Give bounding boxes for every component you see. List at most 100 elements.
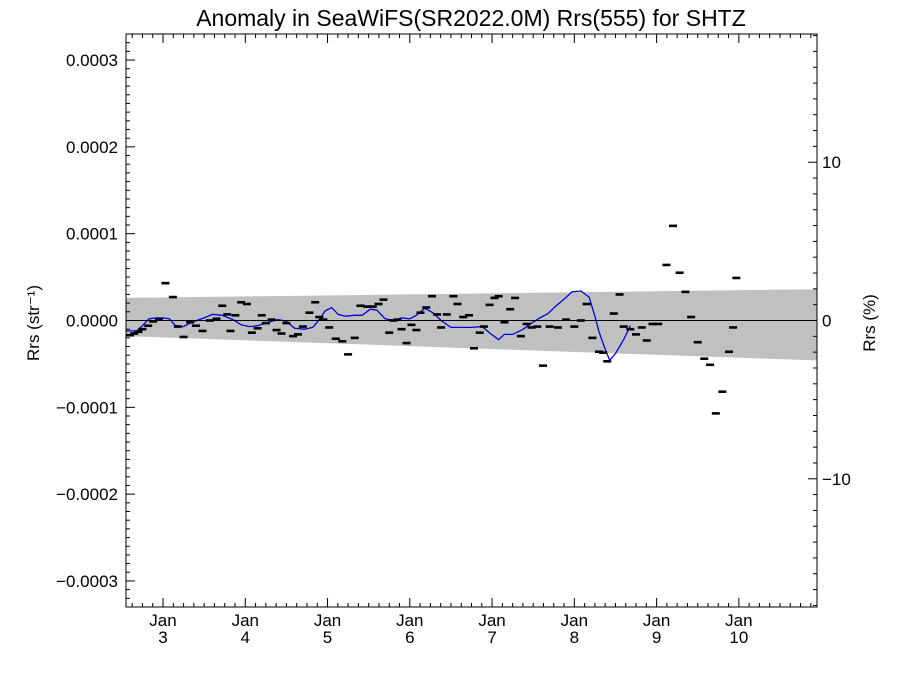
x-tick-label-month: Jan: [561, 611, 588, 630]
y-tick-label: −0.0002: [56, 485, 118, 504]
plot-area: [125, 33, 818, 608]
anomaly-point: [459, 315, 468, 319]
y2-tick-label: −10: [822, 470, 851, 489]
anomaly-point: [338, 340, 347, 343]
x-tick-label-month: Jan: [314, 611, 341, 630]
x-tick-label-day: 6: [405, 628, 414, 647]
anomaly-point: [729, 326, 738, 329]
x-tick-label-month: Jan: [232, 611, 259, 630]
chart-title: Anomaly in SeaWiFS(SR2022.0M) Rrs(555) f…: [196, 5, 746, 31]
anomaly-point: [632, 333, 641, 336]
x-tick-label-day: 8: [570, 628, 579, 647]
anomaly-point: [350, 336, 359, 340]
x-tick-label-day: 5: [323, 628, 332, 647]
y2-tick-label: 10: [822, 153, 841, 172]
anomaly-point: [522, 322, 531, 326]
anomaly-point: [485, 303, 494, 307]
x-tick-label-month: Jan: [149, 611, 176, 630]
anomaly-point: [479, 325, 488, 328]
anomaly-point: [442, 313, 451, 316]
y-tick-label: 0.0001: [66, 225, 118, 244]
anomaly-point: [527, 326, 536, 329]
anomaly-point: [675, 271, 684, 275]
anomaly-point: [205, 319, 214, 322]
y-tick-label: −0.0001: [56, 398, 118, 417]
anomaly-point: [449, 294, 458, 298]
anomaly-point: [615, 293, 624, 296]
anomaly-point: [609, 312, 618, 315]
anomaly-point: [272, 328, 281, 332]
anomaly-point: [385, 331, 394, 334]
anomaly-point: [718, 390, 727, 393]
anomaly-point: [706, 363, 715, 367]
y-tick-label: 0.0003: [66, 51, 118, 70]
anomaly-point: [402, 341, 411, 345]
y-axis-label-left: Rrs (str⁻¹): [24, 285, 43, 361]
anomaly-point: [134, 330, 143, 334]
anomaly-point: [654, 322, 663, 326]
anomaly-point: [231, 313, 240, 317]
anomaly-point: [226, 329, 235, 333]
x-tick-label-day: 9: [652, 628, 661, 647]
anomaly-point: [428, 294, 437, 298]
anomaly-point: [257, 313, 266, 317]
anomaly-point: [191, 324, 200, 328]
anomaly-point: [588, 336, 597, 340]
anomaly-point: [500, 320, 509, 324]
uncertainty-band: [126, 289, 817, 361]
anomaly-point: [344, 353, 353, 356]
anomaly-point: [576, 319, 585, 322]
x-tick-label-month: Jan: [643, 611, 670, 630]
anomaly-point: [397, 327, 406, 331]
anomaly-point: [599, 351, 608, 354]
smoothed-anomaly-series: [126, 290, 631, 362]
anomaly-point: [562, 318, 571, 321]
anomaly-point: [432, 313, 441, 316]
anomaly-point: [648, 322, 657, 326]
anomaly-point: [626, 327, 635, 331]
anomaly-point: [437, 326, 446, 329]
anomaly-point: [700, 357, 709, 360]
anomaly-point: [416, 311, 425, 314]
anomaly-point: [161, 281, 170, 285]
anomaly-point: [407, 323, 416, 327]
anomaly-point: [267, 318, 276, 321]
y-tick-label: 0.0002: [66, 138, 118, 157]
anomaly-point: [149, 320, 158, 323]
y-axis-left: 0.0003 0.0002 0.0001 0.0000 −0.0001 −0.0002 −0…: [56, 42, 135, 608]
anomaly-point: [732, 276, 741, 280]
anomaly-point: [173, 325, 182, 328]
anomaly-point: [669, 224, 678, 228]
anomaly-point: [363, 305, 372, 308]
anomaly-point: [619, 325, 628, 328]
anomaly-point: [687, 315, 696, 319]
anomaly-point: [511, 296, 520, 300]
anomaly-point: [412, 328, 421, 332]
anomaly-point: [242, 302, 251, 306]
anomaly-point: [637, 326, 646, 329]
anomaly-point: [298, 325, 307, 328]
anomaly-point: [389, 319, 398, 322]
anomaly-point: [494, 294, 503, 298]
anomaly-point: [293, 333, 302, 336]
x-tick-label-month: Jan: [725, 611, 752, 630]
anomaly-point: [490, 296, 499, 300]
anomaly-point: [198, 329, 207, 333]
anomaly-point: [465, 313, 474, 317]
anomaly-point: [379, 298, 388, 301]
anomaly-point: [154, 318, 163, 321]
anomaly-point: [126, 333, 135, 337]
y-axis-label-right: Rrs (%): [860, 294, 879, 352]
anomaly-point: [288, 334, 297, 338]
anomaly-point: [144, 324, 153, 328]
anomaly-point: [253, 327, 262, 330]
y-tick-label: −0.0003: [56, 572, 118, 591]
x-tick-label-day: 7: [487, 628, 496, 647]
anomaly-point: [179, 335, 188, 339]
anomaly-point: [662, 263, 671, 267]
anomaly-point: [545, 325, 554, 328]
anomaly-point: [582, 302, 591, 306]
anomaly-point: [533, 325, 542, 328]
